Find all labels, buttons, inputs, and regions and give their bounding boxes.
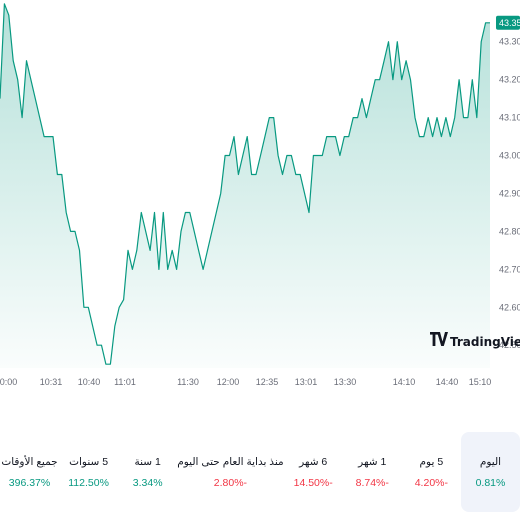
price-chart[interactable]: 43.30 43.20 43.10 43.00 42.90 42.80 42.70 42.60… (0, 0, 520, 395)
period-change-value: 3.34% (132, 476, 163, 489)
y-tick-label: 43.30 (499, 37, 520, 47)
price-area-fill (0, 3, 490, 369)
period-4[interactable]: منذ بداية العام حتى اليوم 2.80%- (177, 432, 283, 512)
period-2[interactable]: 1 شهر 8.74%- (343, 432, 402, 512)
x-tick-label: 11:30 (177, 377, 199, 387)
x-tick-label: 12:00 (217, 377, 240, 387)
period-label: 5 سنوات (69, 455, 109, 468)
x-tick-label: 14:40 (436, 377, 459, 387)
x-tick-label: 14:10 (393, 377, 416, 387)
x-tick-label: 10:40 (78, 377, 101, 387)
period-change-value: 8.74%- (355, 476, 389, 489)
last-price-label: 43.35 (499, 18, 520, 28)
period-6[interactable]: 5 سنوات 112.50% (59, 432, 118, 512)
period-label: 6 شهر (299, 455, 328, 468)
y-tick-label: 42.60 (499, 302, 520, 312)
tradingview-logo: TradingView (430, 332, 520, 349)
period-change-value: 0.81% (475, 476, 506, 489)
period-label: 1 شهر (358, 455, 387, 468)
period-change-value: 4.20%- (414, 476, 448, 489)
y-tick-label: 42.90 (499, 189, 520, 199)
y-tick-label: 42.80 (499, 226, 520, 236)
x-tick-label: 13:01 (295, 377, 318, 387)
x-tick-label: 11:01 (114, 377, 136, 387)
tv-logo-icon (430, 332, 448, 346)
x-tick-label: 10:00 (0, 377, 17, 387)
period-label: 5 يوم (419, 455, 444, 468)
period-label: منذ بداية العام حتى اليوم (177, 455, 284, 468)
period-0[interactable]: اليوم 0.81% (460, 432, 520, 512)
performance-periods: اليوم 0.81% 5 يوم 4.20%- 1 شهر 8.74%- 6 شهر 14.… (0, 432, 520, 512)
period-7[interactable]: جميع الأوقات 396.37% (0, 432, 59, 512)
period-3[interactable]: 6 شهر 14.50%- (284, 432, 343, 512)
y-tick-label: 42.70 (499, 264, 520, 274)
period-label: اليوم (479, 455, 502, 468)
y-tick-label: 42.50 (499, 340, 520, 350)
y-tick-label: 43.20 (499, 75, 520, 85)
period-label: جميع الأوقات (1, 455, 58, 468)
last-price-tag (496, 15, 520, 30)
x-tick-label: 15:10 (469, 377, 492, 387)
y-tick-label: 43.10 (499, 113, 520, 123)
x-tick-label: 13:30 (334, 377, 357, 387)
period-change-value: 112.50% (68, 476, 109, 489)
period-1[interactable]: 5 يوم 4.20%- (402, 432, 461, 512)
period-change-value: 396.37% (8, 476, 51, 489)
price-line (0, 3, 490, 365)
period-change-value: 2.80%- (213, 476, 248, 489)
tradingview-wordmark: TradingView (450, 335, 520, 349)
x-tick-label: 12:35 (256, 377, 279, 387)
period-change-value: 14.50%- (293, 476, 333, 489)
period-label: 1 سنة (134, 455, 161, 468)
period-5[interactable]: 1 سنة 3.34% (118, 432, 177, 512)
x-tick-label: 10:31 (40, 377, 63, 387)
y-tick-label: 43.00 (499, 151, 520, 161)
